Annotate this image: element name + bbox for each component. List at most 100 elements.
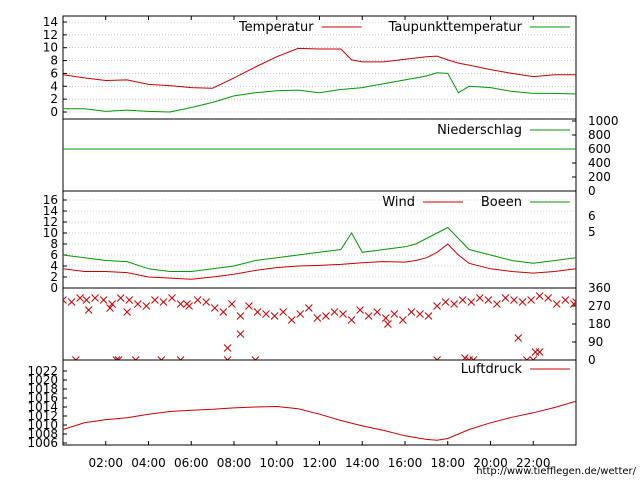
wind-direction-point (522, 356, 531, 360)
wind-y-tick-label: 2 (50, 270, 58, 284)
wind-y-tick-label: 16 (43, 193, 58, 207)
wind-direction-y-tick-label: 360 (588, 281, 611, 295)
wind-direction-point (313, 314, 322, 322)
temperature-y-tick-label: 8 (50, 54, 58, 68)
wind-direction-point (142, 302, 151, 310)
wind-direction-point (114, 356, 123, 360)
wind-direction-point (552, 300, 561, 308)
wind-direction-point (433, 302, 441, 310)
wind-direction-point (133, 300, 142, 308)
temperature-y-tick-label: 12 (43, 28, 58, 42)
wind-direction-point (84, 306, 93, 314)
pressure-y-tick-label: 1014 (27, 400, 58, 414)
wind-direction-point (176, 356, 185, 360)
wind-direction-point (339, 310, 347, 318)
pressure-y-tick-label: 1010 (27, 418, 58, 432)
pressure-y-tick-label: 1008 (27, 427, 58, 441)
wind-direction-point (458, 296, 467, 304)
wind-direction-point (159, 298, 168, 306)
pressure-y-tick-label: 1016 (27, 391, 58, 405)
temperature-series-temperatur (63, 47, 576, 89)
wind-y-tick-label: 8 (50, 237, 58, 251)
precipitation-y-tick-label: 400 (588, 156, 611, 170)
pressure-legend-label: Luftdruck (461, 362, 523, 377)
wind-direction-point (441, 298, 450, 306)
wind-direction-y-tick-label: 270 (588, 299, 611, 313)
temperature-y-tick-label: 4 (50, 79, 58, 93)
wind-direction-point (384, 320, 392, 328)
wind-direction-point (168, 294, 176, 302)
wind-direction-point (535, 292, 544, 300)
temperature-y-tick-label: 10 (43, 41, 58, 55)
wind-direction-point (245, 302, 253, 310)
wind-direction-point (364, 312, 373, 320)
wind-y-tick-label: 12 (43, 215, 58, 229)
wind-direction-point (356, 306, 364, 314)
wind-direction-point (510, 296, 518, 304)
wind-direction-point (82, 296, 91, 304)
wind-direction-point (151, 296, 159, 304)
x-tick-label: 04:00 (131, 456, 166, 470)
wind-direction-point (219, 308, 228, 316)
temperature-series-group (63, 47, 576, 113)
wind-legend: Boeen Wind (382, 195, 570, 210)
temperature-series-taupunkttemperatur (63, 72, 576, 113)
wind-direction-point (416, 310, 424, 318)
wind-right-label: 5 (588, 225, 596, 239)
precipitation-legend: Niederschlag (437, 123, 570, 138)
x-tick-label: 22:00 (516, 456, 551, 470)
wind-series-group (63, 226, 576, 280)
wind-direction-y-tick-label: 90 (588, 335, 603, 349)
x-tick-label: 06:00 (174, 456, 209, 470)
source-credit: http://www.tiefflegen.de/wetter/ (476, 466, 636, 477)
wind-direction-point (91, 294, 99, 302)
wind-direction-point (202, 298, 211, 306)
wind-direction-point (347, 316, 356, 324)
wind-direction-point (228, 300, 236, 308)
wind-legend-label: Boeen (481, 195, 522, 210)
wind-direction-point (112, 356, 121, 360)
wind-direction-point (467, 298, 476, 306)
precipitation-y-tick-label: 0 (588, 184, 596, 198)
pressure-legend: Luftdruck (461, 362, 570, 377)
wind-direction-point (71, 356, 80, 360)
precipitation-y-tick-label: 200 (588, 170, 611, 184)
pressure-y-tick-label: 1018 (27, 382, 58, 396)
wind-direction-point (253, 308, 262, 316)
wind-direction-point (183, 300, 191, 308)
wind-direction-point (433, 356, 441, 360)
time-axis: 02:00 04:00 06:00 08:00 10:00 12:00 14:00 16:00… (88, 16, 551, 470)
wind-direction-point (381, 314, 390, 322)
wind-direction-point (390, 310, 399, 318)
wind-direction-point (223, 356, 232, 360)
wind-legend-label: Wind (382, 195, 415, 210)
wind-series-wind (63, 243, 576, 280)
wind-direction-panel: 360 270 180 90 0 (62, 281, 611, 367)
pressure-series-luftdruck (63, 400, 576, 441)
x-tick-label: 18:00 (430, 456, 465, 470)
x-tick-label: 14:00 (345, 456, 380, 470)
x-tick-label: 12:00 (302, 456, 337, 470)
temperature-legend: Taupunkttemperatur Temperatur (238, 20, 570, 35)
chart-panels: 14121086420TaupunkttemperaturTemperatur1… (27, 15, 618, 450)
precipitation-y-tick-label: 600 (588, 142, 611, 156)
wind-direction-point (125, 296, 134, 304)
wind-y-tick-label: 0 (50, 281, 58, 295)
wind-series-boeen (63, 226, 576, 272)
wind-y-tick-label: 10 (43, 226, 58, 240)
wind-direction-point (373, 308, 382, 316)
wind-direction-point (236, 312, 245, 320)
temperature-y-tick-label: 0 (50, 105, 58, 119)
x-tick-label: 16:00 (388, 456, 423, 470)
wind-direction-point (251, 356, 260, 360)
wind-right-label: 6 (588, 209, 596, 223)
wind-direction-point (527, 296, 535, 304)
precipitation-y-tick-label: 1000 (588, 114, 619, 128)
wind-direction-point (67, 298, 76, 306)
wind-y-tick-label: 14 (43, 204, 58, 218)
temperature-y-tick-label: 2 (50, 92, 58, 106)
wind-direction-point (399, 316, 407, 324)
